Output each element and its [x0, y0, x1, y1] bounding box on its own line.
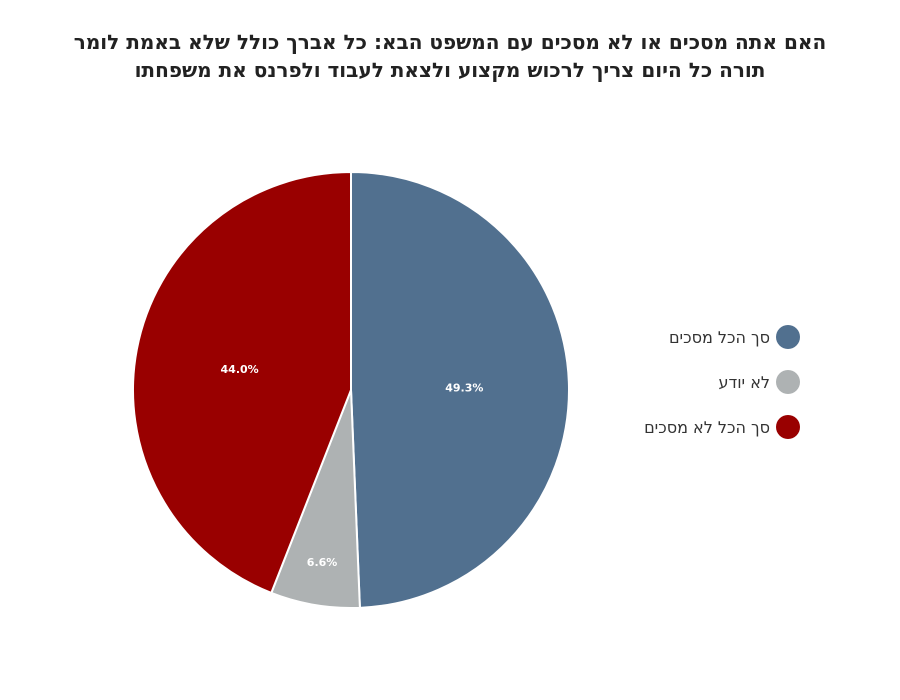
chart-title-line-1: האם אתה מסכים או לא מסכים עם המשפט הבא: … — [73, 30, 827, 54]
legend-swatch-agree — [776, 325, 800, 349]
legend-item-disagree[interactable]: סך הכל לא מסכים — [600, 415, 800, 439]
legend-swatch-dont-know — [776, 370, 800, 394]
chart-title: האם אתה מסכים או לא מסכים עם המשפט הבא: … — [20, 28, 880, 84]
pie-slice-disagree[interactable] — [132, 170, 352, 595]
pie-label-dont-know: 6.6% — [307, 556, 338, 569]
legend-label-agree: סך הכל מסכים — [668, 327, 770, 347]
legend-item-agree[interactable]: סך הכל מסכים — [600, 325, 800, 349]
pie-label-agree: 49.3% — [445, 382, 483, 395]
legend-swatch-disagree — [776, 415, 800, 439]
pie-slices — [132, 170, 570, 609]
pie-labels: 49.3% 6.6% 44.0% — [221, 363, 484, 569]
legend-label-disagree: סך הכל לא מסכים — [644, 417, 770, 437]
legend: סך הכל מסכים לא יודע סך הכל לא מסכים — [600, 325, 800, 461]
chart-title-line-2: תורה כל היום צריך לרכוש מקצוע ולצאת לעבו… — [134, 58, 766, 82]
legend-label-dont-know: לא יודע — [718, 372, 770, 392]
pie-label-disagree: 44.0% — [221, 363, 259, 376]
legend-item-dont-know[interactable]: לא יודע — [600, 370, 800, 394]
pie-slice-agree[interactable] — [350, 170, 570, 609]
